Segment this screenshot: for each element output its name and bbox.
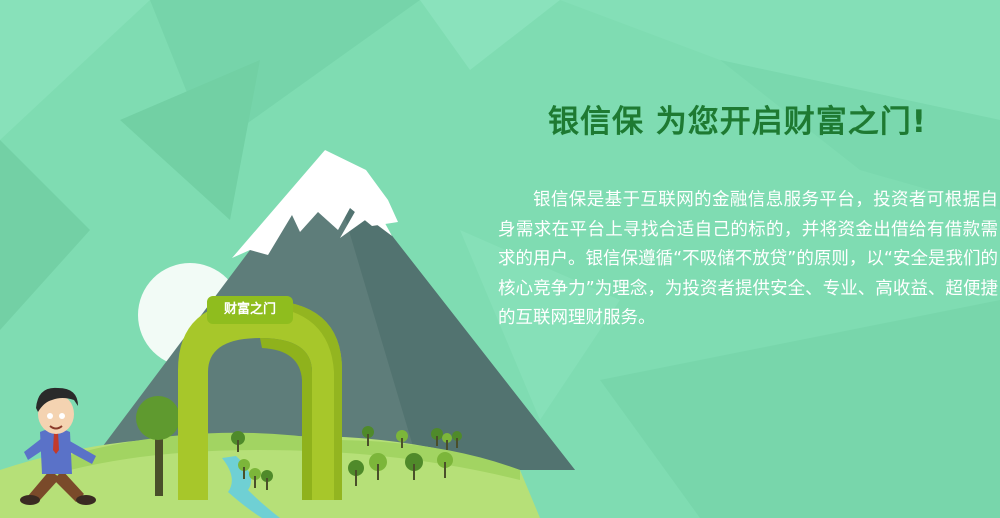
- gate-arch-icon: [178, 300, 342, 500]
- intro-paragraph: 银信保是基于互联网的金融信息服务平台，投资者可根据自身需求在平台上寻找合适自己的…: [498, 190, 998, 328]
- running-man-icon: [20, 387, 96, 505]
- tree-icon: [136, 396, 180, 496]
- page-headline: 银信保 为您开启财富之门!: [548, 104, 927, 140]
- river-icon: [222, 456, 280, 518]
- gate-sign: 财富之门: [207, 296, 293, 324]
- small-trees: [231, 426, 462, 490]
- snow-cap-icon: [232, 150, 398, 258]
